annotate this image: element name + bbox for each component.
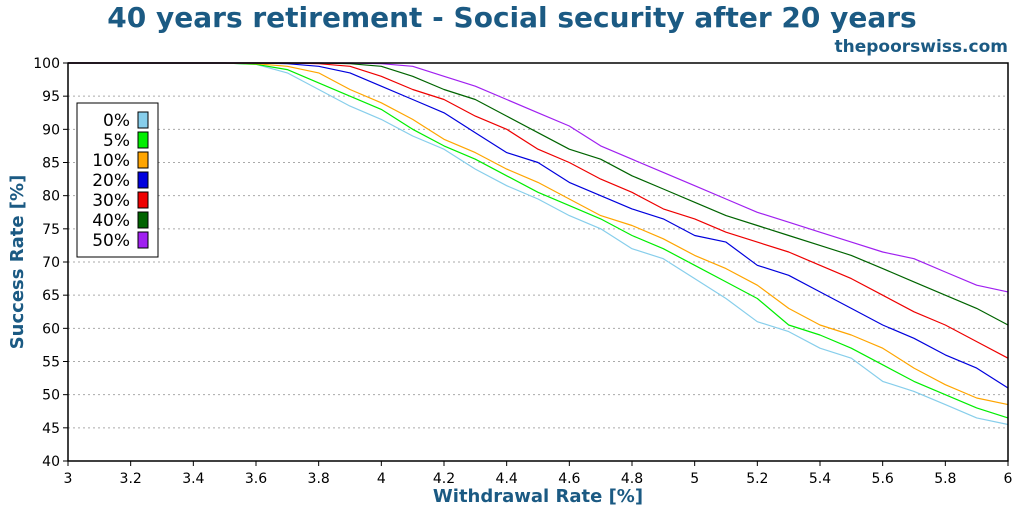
y-tick-label: 85 <box>42 156 60 172</box>
series-line <box>68 62 1009 389</box>
x-tick-label: 3.8 <box>308 471 330 487</box>
x-tick-label: 4.2 <box>433 471 455 487</box>
series-layer <box>68 62 1009 426</box>
legend-swatch <box>137 171 149 189</box>
x-tick-label: 5 <box>690 471 699 487</box>
legend-label: 10% <box>92 151 130 171</box>
legend: 0%5%10%20%30%40%50% <box>76 102 159 258</box>
y-tick-label: 55 <box>42 355 60 371</box>
chart-title: 40 years retirement - Social security af… <box>107 1 916 34</box>
legend-label: 50% <box>92 231 130 251</box>
y-tick-label: 65 <box>42 288 60 304</box>
legend-swatch <box>137 211 149 229</box>
chart-subtitle: thepoorswiss.com <box>835 37 1009 57</box>
y-tick-label: 70 <box>42 255 60 271</box>
x-tick-label: 3.6 <box>245 471 267 487</box>
y-tick-label: 80 <box>42 189 60 205</box>
x-tick-label: 5.6 <box>872 471 894 487</box>
x-tick-label: 3 <box>64 471 73 487</box>
series-line <box>68 62 1009 406</box>
legend-label: 40% <box>92 211 130 231</box>
x-axis: 3 3.2 3.4 3.6 3.8 4 4.2 4.4 4.6 4.8 5 5.2 5.4 5.6 5.8 6 <box>64 461 1013 487</box>
legend-swatch <box>137 151 149 169</box>
series-line <box>68 62 1009 326</box>
y-tick-label: 100 <box>33 56 60 72</box>
y-tick-label: 90 <box>42 122 60 138</box>
x-tick-label: 5.4 <box>809 471 831 487</box>
y-tick-label: 50 <box>42 388 60 404</box>
y-tick-label: 40 <box>42 454 60 470</box>
x-tick-label: 4.8 <box>621 471 643 487</box>
y-tick-label: 45 <box>42 421 60 437</box>
x-tick-label: 3.4 <box>182 471 204 487</box>
legend-label: 30% <box>92 191 130 211</box>
x-tick-label: 3.2 <box>120 471 142 487</box>
legend-label: 20% <box>92 171 130 191</box>
x-tick-label: 4 <box>377 471 386 487</box>
legend-label: 0% <box>103 111 130 131</box>
series-line <box>68 62 1009 359</box>
y-axis: 40 45 50 55 60 65 70 75 80 85 90 95 100 <box>33 56 68 470</box>
x-tick-label: 6 <box>1004 471 1013 487</box>
grid <box>68 95 1008 429</box>
series-line <box>68 62 1009 419</box>
y-axis-label: Success Rate [%] <box>7 175 28 350</box>
y-tick-label: 60 <box>42 321 60 337</box>
y-tick-label: 95 <box>42 89 60 105</box>
legend-label: 5% <box>103 131 130 151</box>
legend-swatch <box>137 231 149 249</box>
series-line <box>68 62 1009 293</box>
x-tick-label: 5.8 <box>934 471 956 487</box>
x-tick-label: 4.4 <box>496 471 518 487</box>
x-tick-label: 5.2 <box>746 471 768 487</box>
x-axis-label: Withdrawal Rate [%] <box>433 486 643 507</box>
legend-swatch <box>137 131 149 149</box>
series-line <box>68 62 1009 426</box>
legend-swatch <box>137 191 149 209</box>
x-tick-label: 4.6 <box>558 471 580 487</box>
y-tick-label: 75 <box>42 222 60 238</box>
legend-swatch <box>137 111 149 129</box>
